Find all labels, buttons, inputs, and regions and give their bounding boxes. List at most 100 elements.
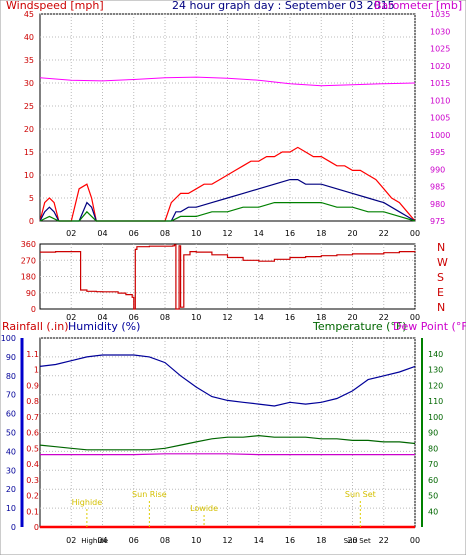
windspeed-tick-labels: 0 5 10 15 20 25 30 35 40 45 — [24, 10, 34, 226]
wind-gust-line — [39, 146, 416, 222]
wind-time-label-8: 18 — [316, 229, 326, 238]
temperature-tick-6: 100 — [428, 413, 443, 422]
wind-time-label-0: 02 — [66, 229, 76, 238]
temperature-tick-1: 50 — [428, 492, 438, 501]
wind-time-label-3: 08 — [160, 229, 170, 238]
humidity-axis-label: Humidity (%) — [68, 320, 140, 333]
barometer-tick-6: 1005 — [430, 114, 450, 123]
barometer-tick-5: 1000 — [430, 131, 450, 140]
windspeed-tick-5: 25 — [24, 102, 34, 111]
humidity-tick-6: 60 — [6, 410, 16, 419]
rainfall-tick-9: 0.9 — [26, 381, 39, 390]
annotation-label-1: Sun Rise — [132, 490, 167, 499]
wind-time-label-9: 20 — [347, 229, 357, 238]
temperature-tick-10: 140 — [428, 350, 443, 359]
barometer-tick-1: 980 — [430, 200, 445, 209]
direction-time-label-6: 14 — [254, 313, 264, 322]
windspeed-tick-1: 5 — [29, 194, 34, 203]
humidity-tick-7: 70 — [6, 391, 16, 400]
compass-label-0: N — [437, 241, 445, 254]
rainfall-axis-label: Rainfall (.in) — [2, 320, 69, 333]
direction-time-label-8: 18 — [316, 313, 326, 322]
rainfall-tick-6: 0.6 — [26, 429, 39, 438]
temperature-tick-5: 90 — [428, 429, 438, 438]
direction-time-label-10: 22 — [379, 313, 389, 322]
humidity-line — [39, 354, 416, 407]
temperature-time-label-4: 10 — [191, 536, 201, 545]
tide-sun-annotations: Highide Sun Rise Lowide Sun Set Highide Sun S… — [72, 490, 376, 545]
temperature-time-label-0: 02 — [66, 536, 76, 545]
rainfall-tick-8: 0.8 — [26, 397, 39, 406]
wind-direction-tick-labels: 0 90 180 270 360 — [21, 240, 36, 314]
temperature-tick-0: 40 — [428, 507, 438, 516]
temperature-tick-labels: 40 50 60 70 80 90 100 110 120 130 140 — [428, 350, 443, 517]
windspeed-tick-9: 45 — [24, 10, 34, 19]
barometer-tick-12: 1035 — [430, 10, 450, 19]
temperature-tick-9: 130 — [428, 366, 443, 375]
direction-time-label-2: 06 — [129, 313, 139, 322]
windspeed-axis-label: Windspeed [mph] — [6, 0, 104, 12]
compass-label-2: S — [437, 271, 444, 284]
barometer-tick-4: 995 — [430, 148, 445, 157]
temperature-time-label-2: 06 — [129, 536, 139, 545]
humidity-tick-labels: 0 10 20 30 40 50 60 70 80 90 100 — [1, 334, 16, 532]
temperature-tick-4: 80 — [428, 444, 438, 453]
rainfall-tick-3: 0.3 — [26, 476, 39, 485]
barometer-tick-0: 975 — [430, 217, 445, 226]
windspeed-tick-6: 30 — [24, 79, 34, 88]
direction-tick-0: 0 — [31, 305, 36, 314]
windspeed-tick-8: 40 — [24, 33, 34, 42]
temperature-time-label-8: 18 — [316, 536, 326, 545]
direction-tick-4: 360 — [21, 240, 36, 249]
windspeed-tick-2: 10 — [24, 171, 34, 180]
direction-time-label-7: 16 — [285, 313, 295, 322]
barometer-tick-labels: 975 980 985 990 995 1000 1005 1010 1015 1020 1025 1… — [430, 10, 450, 226]
temperature-tick-8: 120 — [428, 381, 443, 390]
temperature-time-label-1: 04 — [97, 536, 107, 545]
humidity-tick-4: 40 — [6, 447, 16, 456]
annotation-label-0: Highide — [72, 498, 103, 507]
temperature-tick-7: 110 — [428, 397, 443, 406]
barometer-tick-9: 1020 — [430, 62, 450, 71]
rainfall-tick-4: 0.4 — [26, 460, 39, 469]
barometer-axis-label: Barometer [mb] — [374, 0, 462, 12]
rainfall-tick-1: 0.1 — [26, 507, 39, 516]
barometer-line — [39, 76, 416, 87]
humidity-tick-8: 80 — [6, 372, 16, 381]
temperature-tick-3: 70 — [428, 460, 438, 469]
direction-time-label-4: 10 — [191, 313, 201, 322]
compass-label-3: E — [437, 286, 444, 299]
rainfall-tick-11: 1.1 — [26, 350, 39, 359]
temperature-panel-time-labels: 02 04 06 08 10 12 14 16 18 20 22 00 — [66, 536, 420, 545]
wind-time-label-5: 12 — [222, 229, 232, 238]
rainfall-tick-0: 0 — [34, 523, 39, 532]
wind-panel-time-labels: 02 04 06 08 10 12 14 16 18 20 22 00 — [66, 229, 420, 238]
direction-time-label-3: 08 — [160, 313, 170, 322]
wind-direction-time-labels: 02 04 06 08 10 12 14 16 18 20 22 00 — [66, 313, 420, 322]
wind-direction-series — [40, 244, 416, 310]
barometer-tick-3: 990 — [430, 165, 445, 174]
direction-time-label-0: 02 — [66, 313, 76, 322]
windspeed-tick-3: 15 — [24, 148, 34, 157]
wind-low-line — [39, 202, 416, 222]
wind-time-label-2: 06 — [129, 229, 139, 238]
windspeed-tick-7: 35 — [24, 56, 34, 65]
temperature-time-label-7: 16 — [285, 536, 295, 545]
humidity-tick-5: 50 — [6, 429, 16, 438]
dewpoint-axis-label: Dew Point (°F) — [393, 320, 466, 333]
wind-panel-gridlines — [40, 13, 416, 221]
humidity-tick-0: 0 — [11, 523, 16, 532]
bottom-event-label-0: Highide — [81, 537, 108, 545]
temperature-time-label-5: 12 — [222, 536, 232, 545]
wind-time-label-10: 22 — [379, 229, 389, 238]
compass-label-4: N — [437, 301, 445, 314]
temperature-axis-label: Temperature (°F) — [312, 320, 407, 333]
wind-time-label-7: 16 — [285, 229, 295, 238]
temperature-line — [39, 434, 416, 451]
humidity-tick-9: 90 — [6, 353, 16, 362]
direction-time-label-9: 20 — [347, 313, 357, 322]
temperature-time-label-10: 22 — [379, 536, 389, 545]
barometer-tick-7: 1010 — [430, 96, 450, 105]
